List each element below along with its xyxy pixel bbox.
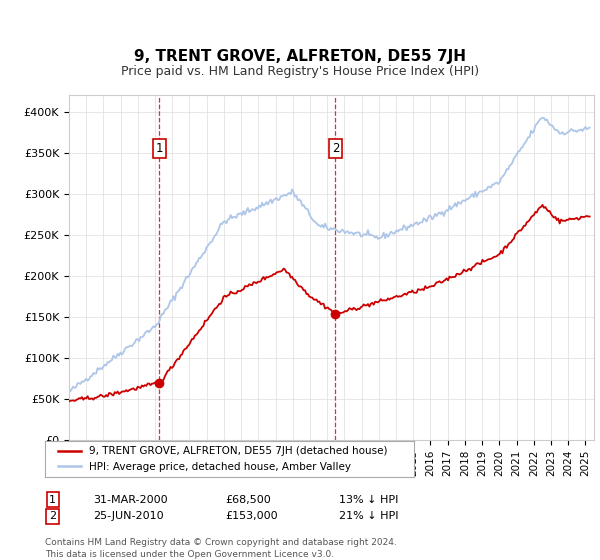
- Text: 21% ↓ HPI: 21% ↓ HPI: [339, 511, 398, 521]
- Text: 13% ↓ HPI: 13% ↓ HPI: [339, 494, 398, 505]
- Text: 2: 2: [49, 511, 56, 521]
- Text: 31-MAR-2000: 31-MAR-2000: [93, 494, 167, 505]
- Text: 2: 2: [332, 142, 339, 155]
- Legend: 9, TRENT GROVE, ALFRETON, DE55 7JH (detached house), HPI: Average price, detache: 9, TRENT GROVE, ALFRETON, DE55 7JH (deta…: [54, 442, 392, 475]
- Text: Price paid vs. HM Land Registry's House Price Index (HPI): Price paid vs. HM Land Registry's House …: [121, 65, 479, 78]
- Text: 9, TRENT GROVE, ALFRETON, DE55 7JH: 9, TRENT GROVE, ALFRETON, DE55 7JH: [134, 49, 466, 63]
- Text: 1: 1: [155, 142, 163, 155]
- Text: 1: 1: [49, 494, 56, 505]
- Text: 25-JUN-2010: 25-JUN-2010: [93, 511, 164, 521]
- Text: £153,000: £153,000: [225, 511, 278, 521]
- Text: Contains HM Land Registry data © Crown copyright and database right 2024.
This d: Contains HM Land Registry data © Crown c…: [45, 538, 397, 559]
- Text: £68,500: £68,500: [225, 494, 271, 505]
